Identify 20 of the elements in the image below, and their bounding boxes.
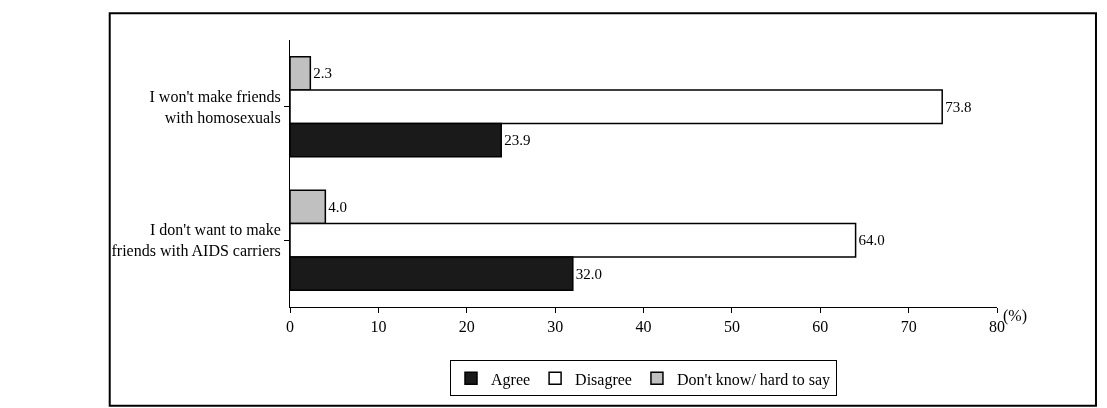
x-tick-label: 20 <box>458 318 475 336</box>
x-tick-label: 30 <box>547 318 564 336</box>
y-tick-label: I don't want to make friends with AIDS carriers <box>111 221 281 260</box>
data-label: 32.0 <box>575 265 603 282</box>
data-label: 2.3 <box>313 65 333 82</box>
data-label: 23.9 <box>504 132 531 149</box>
legend-label: Disagree <box>575 370 632 389</box>
data-label: 64.0 <box>858 232 885 249</box>
y-tick-label: I won't make friends with homosexuals <box>149 87 281 126</box>
x-tick-label: 10 <box>370 318 387 336</box>
x-tick-label: 40 <box>635 318 652 336</box>
x-tick-label: 70 <box>900 318 917 336</box>
x-tick-label: 60 <box>812 318 829 336</box>
data-label: 73.8 <box>945 98 972 115</box>
data-label: 4.0 <box>328 198 348 215</box>
legend-label: Don't know/ hard to say <box>676 370 831 389</box>
x-tick-label: 50 <box>723 318 740 336</box>
x-axis-title: (%) <box>1003 307 1027 325</box>
x-tick-label: 0 <box>286 318 294 336</box>
legend-label: Agree <box>491 370 531 389</box>
